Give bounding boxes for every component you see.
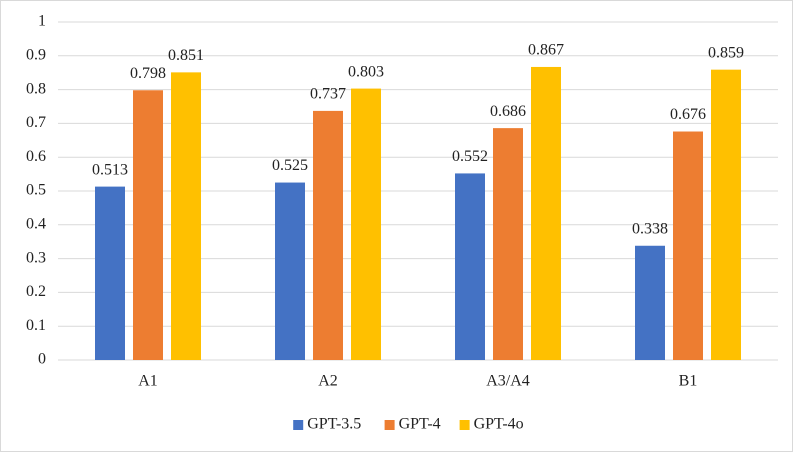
- bar: [133, 90, 163, 360]
- x-tick-label: B1: [679, 373, 698, 390]
- bar: [313, 110, 343, 360]
- value-label: 0.552: [452, 148, 488, 165]
- bar: [711, 69, 741, 361]
- value-label: 0.859: [708, 44, 744, 61]
- bar: [275, 182, 305, 360]
- bar: [531, 66, 561, 360]
- value-label: 0.798: [130, 65, 166, 82]
- value-label: 0.676: [670, 106, 706, 123]
- y-tick-label: 0.7: [26, 114, 46, 131]
- y-tick-label: 0.6: [26, 148, 46, 165]
- value-label: 0.525: [272, 157, 308, 174]
- y-tick-label: 1: [38, 13, 46, 30]
- bar: [493, 128, 523, 360]
- legend-label: GPT-4: [399, 416, 441, 433]
- legend-swatch: [384, 420, 395, 430]
- y-tick-label: 0.4: [26, 215, 46, 232]
- y-tick-label: 0.1: [26, 317, 46, 334]
- bar: [455, 173, 485, 360]
- bar: [95, 186, 125, 360]
- value-label: 0.803: [348, 63, 384, 80]
- bar: [171, 72, 201, 360]
- value-label: 0.851: [168, 47, 204, 64]
- legend-swatch: [459, 420, 470, 430]
- legend-swatch: [293, 420, 304, 430]
- bar: [673, 131, 703, 360]
- bar: [351, 88, 381, 360]
- x-tick-label: A1: [138, 373, 158, 390]
- legend-label: GPT-3.5: [307, 416, 361, 433]
- value-label: 0.737: [310, 86, 346, 103]
- y-tick-label: 0.2: [26, 283, 46, 300]
- y-tick-label: 0.8: [26, 80, 46, 97]
- value-label: 0.513: [92, 161, 128, 178]
- bar: [635, 245, 665, 360]
- value-label: 0.867: [528, 42, 564, 59]
- legend-label: GPT-4o: [474, 416, 524, 433]
- x-tick-label: A2: [318, 373, 338, 390]
- y-tick-label: 0.9: [26, 46, 46, 63]
- x-tick-label: A3/A4: [486, 373, 530, 390]
- y-tick-label: 0.5: [26, 182, 46, 199]
- value-label: 0.338: [632, 220, 668, 237]
- y-tick-label: 0.3: [26, 249, 46, 266]
- y-tick-label: 0: [38, 351, 46, 368]
- value-label: 0.686: [490, 103, 526, 120]
